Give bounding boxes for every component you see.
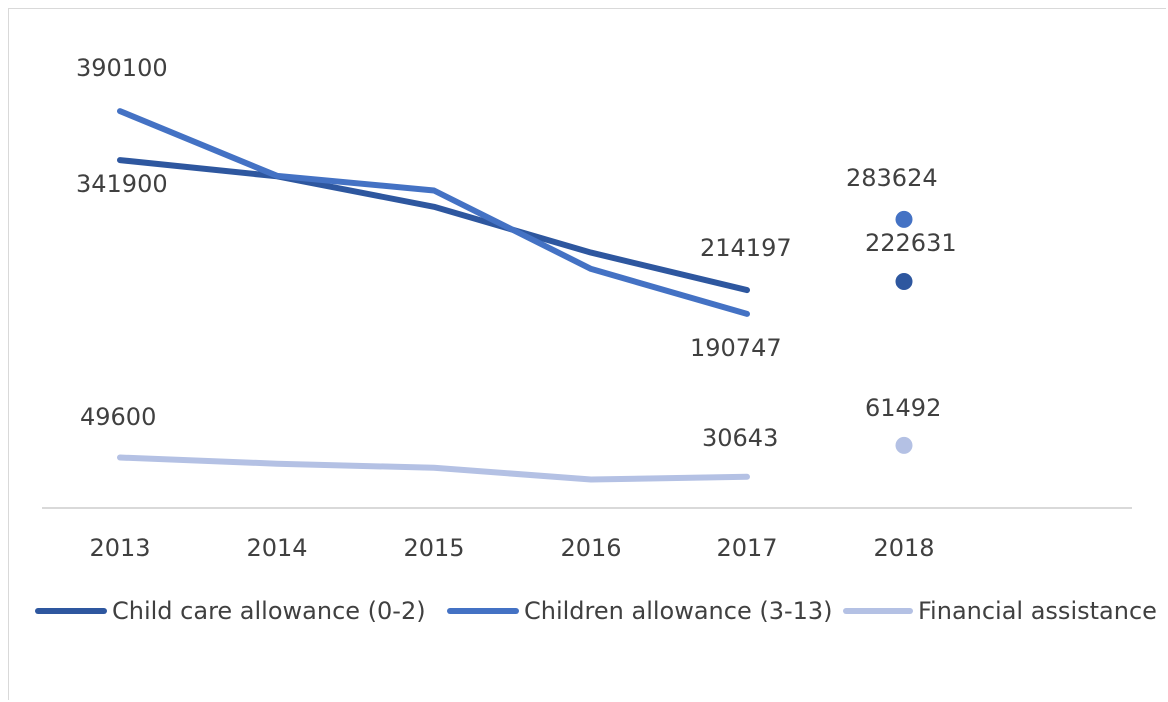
legend-label-1: Children allowance (3-13) (524, 597, 833, 625)
series-point-2018-1 (895, 210, 913, 228)
data-label-0-4: 214197 (700, 234, 792, 262)
legend: Child care allowance (0-2) Children allow… (35, 597, 1157, 625)
x-tick-label-2016: 2016 (560, 534, 621, 562)
legend-label-2: Financial assistance (918, 597, 1157, 625)
series-line-0 (117, 157, 750, 294)
data-label-0-0: 341900 (76, 170, 168, 198)
series-point-2018-0 (895, 273, 913, 290)
x-tick-label-2014: 2014 (246, 534, 307, 562)
data-label-1-5: 283624 (846, 164, 938, 192)
data-label-2-4: 30643 (702, 424, 778, 452)
series-line-1 (117, 108, 750, 317)
x-axis-ticks: 2013 2014 2015 2016 2017 2018 (89, 534, 934, 562)
legend-label-0: Child care allowance (0-2) (112, 597, 426, 625)
x-tick-label-2013: 2013 (89, 534, 150, 562)
data-label-2-5: 61492 (865, 394, 941, 422)
data-label-0-5: 222631 (865, 229, 957, 257)
x-tick-label-2018: 2018 (873, 534, 934, 562)
data-label-1-4: 190747 (690, 334, 782, 362)
x-tick-label-2015: 2015 (403, 534, 464, 562)
series-line-2 (117, 454, 750, 483)
chart-frame (8, 8, 1166, 700)
series-group (117, 108, 913, 483)
data-labels: 341900 214197 222631 390100 190747 283624 4960… (76, 54, 957, 452)
x-tick-label-2017: 2017 (716, 534, 777, 562)
data-label-2-0: 49600 (80, 403, 156, 431)
series-point-2018-2 (895, 436, 913, 454)
data-label-1-0: 390100 (76, 54, 168, 82)
